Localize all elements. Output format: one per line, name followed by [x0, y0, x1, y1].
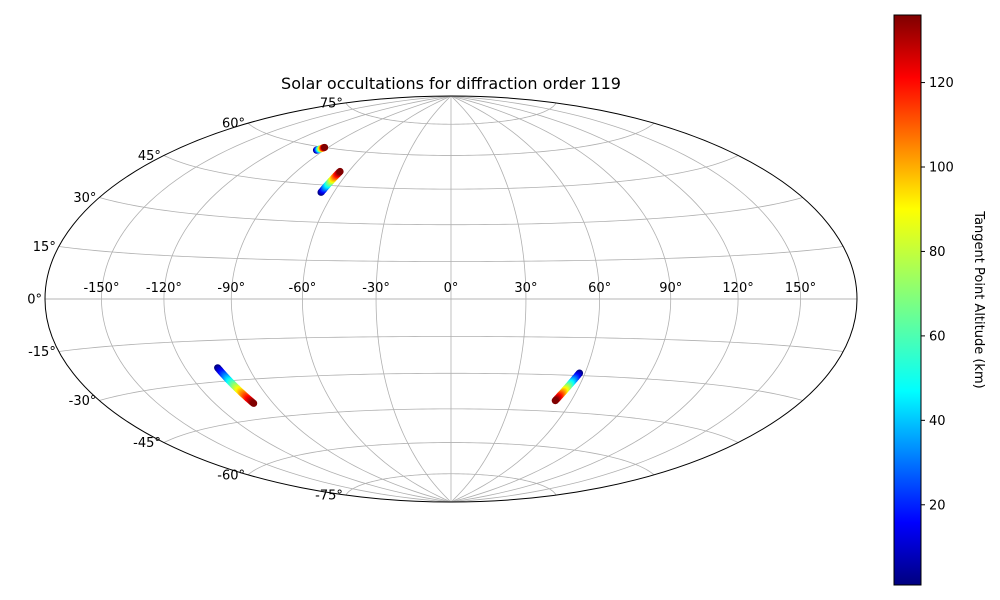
parallel-line	[163, 408, 739, 443]
latitude-tick-labels: -75° -60° -45° -30° -15° 0° 15° 30° 45° 60° 75°	[27, 96, 343, 503]
latitude-tick-label: 75°	[320, 96, 343, 111]
latitude-tick-label: 0°	[27, 293, 42, 308]
parallel-line	[163, 155, 739, 190]
occultation-point	[320, 143, 329, 152]
latitude-tick-label: -30°	[69, 394, 97, 409]
colorbar-tick-label: 40	[929, 414, 946, 429]
latitude-tick-label: 30°	[73, 191, 96, 206]
longitude-tick-labels: -150° -120° -90° -60° -30° 0° 30° 60° 90° 120° 150…	[83, 281, 816, 296]
latitude-tick-label: 60°	[222, 117, 245, 132]
longitude-tick-label: 60°	[588, 281, 611, 296]
colorbar-tick-label: 100	[929, 161, 954, 176]
parallel-line	[58, 336, 844, 352]
colorbar-tick-label: 20	[929, 498, 946, 513]
occultation-point	[551, 397, 559, 405]
longitude-tick-label: -30°	[362, 281, 390, 296]
occultation-point	[336, 167, 344, 176]
colorbar-label: Tangent Point Altitude (km)	[971, 210, 986, 388]
parallel-line	[345, 102, 557, 125]
map-boundary	[44, 95, 858, 503]
graticule-grid	[45, 96, 857, 502]
parallel-line	[99, 197, 803, 226]
colorbar-tick-label: 60	[929, 329, 946, 344]
longitude-tick-label: -60°	[289, 281, 317, 296]
parallel-line	[247, 122, 655, 156]
longitude-tick-label: 90°	[659, 281, 682, 296]
colorbar-tick-label: 80	[929, 245, 946, 260]
latitude-tick-label: -45°	[133, 436, 161, 451]
longitude-tick-label: -120°	[146, 281, 182, 296]
latitude-tick-label: -60°	[217, 468, 245, 483]
latitude-tick-label: 15°	[33, 240, 56, 255]
longitude-tick-label: 150°	[785, 281, 816, 296]
longitude-tick-label: 0°	[444, 281, 459, 296]
parallel-line	[345, 473, 557, 496]
latitude-tick-label: -15°	[28, 345, 56, 360]
occultation-points	[214, 143, 584, 407]
latitude-tick-label: 45°	[138, 149, 161, 164]
longitude-tick-label: 120°	[722, 281, 753, 296]
colorbar-tick-label: 120	[929, 76, 954, 91]
parallel-line	[247, 442, 655, 476]
parallel-line	[58, 246, 844, 262]
longitude-tick-label: 30°	[514, 281, 537, 296]
longitude-tick-label: -150°	[83, 281, 119, 296]
latitude-tick-label: -75°	[315, 489, 343, 504]
occultation-point	[250, 399, 258, 407]
chart-title: Solar occultations for diffraction order…	[281, 74, 621, 93]
parallel-line	[99, 372, 803, 401]
colorbar-ticks: 20 40 60 80 100 120	[921, 76, 954, 513]
longitude-tick-label: -90°	[217, 281, 245, 296]
colorbar	[893, 14, 922, 586]
